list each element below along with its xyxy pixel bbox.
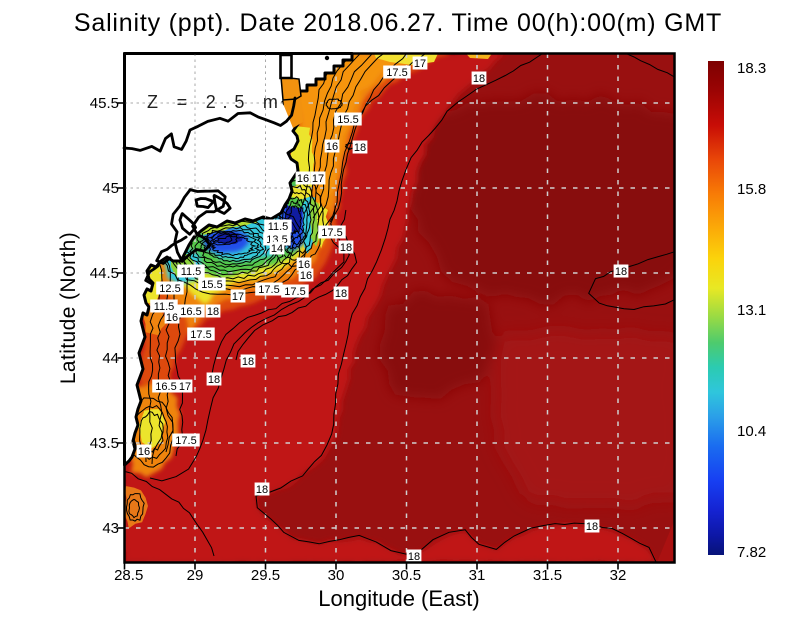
svg-text:11.5: 11.5 (181, 266, 202, 278)
svg-text:14: 14 (271, 243, 283, 255)
svg-text:17.5: 17.5 (190, 329, 211, 341)
svg-text:18: 18 (354, 142, 366, 154)
svg-text:43.5: 43.5 (90, 435, 119, 452)
svg-text:15.8: 15.8 (737, 181, 766, 198)
svg-text:18: 18 (615, 266, 627, 278)
svg-text:17.5: 17.5 (284, 286, 305, 298)
svg-text:17.5: 17.5 (175, 435, 196, 447)
svg-text:Z = 2.5 m: Z = 2.5 m (147, 92, 285, 112)
svg-text:30: 30 (328, 567, 345, 584)
svg-text:13.1: 13.1 (737, 302, 766, 319)
svg-text:17: 17 (312, 173, 324, 185)
svg-text:11.5: 11.5 (268, 221, 289, 233)
svg-text:18: 18 (408, 551, 420, 563)
svg-text:18.3: 18.3 (737, 60, 766, 77)
svg-text:7.82: 7.82 (737, 544, 766, 561)
svg-text:11.5: 11.5 (154, 301, 175, 313)
svg-text:43: 43 (102, 520, 119, 537)
svg-text:16: 16 (297, 173, 309, 185)
svg-text:18: 18 (256, 484, 268, 496)
svg-text:18: 18 (473, 73, 485, 85)
svg-text:16: 16 (298, 259, 310, 271)
svg-text:17: 17 (179, 381, 191, 393)
svg-text:16: 16 (326, 141, 338, 153)
svg-text:17.5: 17.5 (386, 67, 407, 79)
svg-text:44: 44 (102, 350, 119, 367)
svg-text:17: 17 (414, 58, 426, 70)
svg-text:45: 45 (102, 180, 119, 197)
svg-text:18: 18 (340, 242, 352, 254)
svg-text:Latitude (North): Latitude (North) (57, 232, 80, 384)
svg-text:28.5: 28.5 (114, 567, 143, 584)
svg-text:16.5: 16.5 (180, 306, 201, 318)
svg-text:10.4: 10.4 (737, 423, 766, 440)
svg-text:15.5: 15.5 (337, 114, 358, 126)
svg-text:15.5: 15.5 (201, 279, 222, 291)
svg-text:18: 18 (208, 374, 220, 386)
svg-text:29: 29 (187, 567, 204, 584)
svg-text:18: 18 (335, 288, 347, 300)
svg-text:32: 32 (610, 567, 627, 584)
svg-text:44.5: 44.5 (90, 265, 119, 282)
svg-text:31: 31 (469, 567, 486, 584)
svg-text:45.5: 45.5 (90, 95, 119, 112)
svg-text:17: 17 (232, 291, 244, 303)
svg-text:18: 18 (207, 306, 219, 318)
svg-text:17.5: 17.5 (321, 227, 342, 239)
svg-text:16: 16 (138, 446, 150, 458)
svg-text:16: 16 (300, 270, 312, 282)
svg-text:31.5: 31.5 (533, 567, 562, 584)
svg-text:Longitude (East): Longitude (East) (318, 586, 479, 611)
svg-text:29.5: 29.5 (251, 567, 280, 584)
svg-text:18: 18 (242, 356, 254, 368)
svg-text:Salinity (ppt). Date 2018.06.2: Salinity (ppt). Date 2018.06.27. Time 00… (74, 9, 722, 37)
svg-text:12.5: 12.5 (159, 283, 180, 295)
svg-text:16.5: 16.5 (155, 381, 176, 393)
svg-text:16: 16 (166, 312, 178, 324)
svg-text:18: 18 (586, 521, 598, 533)
svg-text:30.5: 30.5 (392, 567, 421, 584)
svg-text:17.5: 17.5 (258, 284, 279, 296)
